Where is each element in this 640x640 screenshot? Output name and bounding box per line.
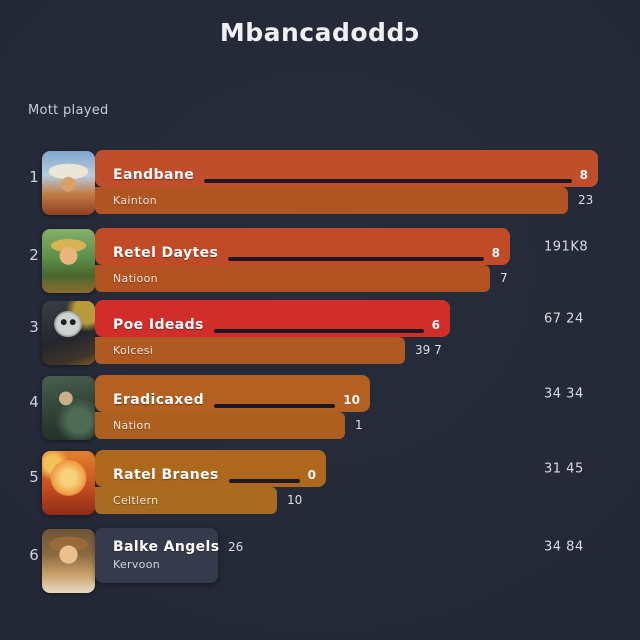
game-subtitle: Nation bbox=[113, 419, 151, 432]
row-stat-value: 191K8 bbox=[544, 239, 589, 255]
game-row[interactable]: 5 Ratel Branes Celtlern 0 Celtlern 10 31… bbox=[0, 450, 640, 518]
cowboy-adventurer-art-icon bbox=[42, 151, 95, 215]
playtime-bar-primary: Poe Ideads Kolcesi 6 bbox=[95, 300, 450, 337]
title-underline bbox=[204, 179, 572, 183]
game-title: Retel Daytes bbox=[113, 245, 219, 261]
playtime-bar-primary: Ratel Branes Celtlern 0 bbox=[95, 450, 326, 487]
game-title: Eandbane bbox=[113, 167, 195, 183]
game-subtitle: Kervoon bbox=[113, 557, 160, 571]
bar-secondary-value: 26 bbox=[228, 540, 244, 554]
game-title: Ratel Branes bbox=[113, 467, 219, 483]
game-row[interactable]: 4 Eradicaxed Nation 10 Nation 1 34 34 bbox=[0, 375, 640, 443]
rank-number: 6 bbox=[29, 546, 39, 564]
game-row[interactable]: 6 Balke Angels Kervoon 26 34 84 bbox=[0, 528, 640, 596]
rank-number: 3 bbox=[29, 318, 39, 336]
game-title: Poe Ideads bbox=[113, 317, 204, 333]
title-underline bbox=[213, 329, 424, 333]
bar-primary-value: 8 bbox=[579, 168, 588, 182]
page-title: Mbancadoddɔ bbox=[219, 18, 421, 47]
bar-primary-value: 0 bbox=[307, 468, 316, 482]
bar-secondary-value: 39 7 bbox=[415, 343, 442, 357]
playtime-bars: Eandbane Kainton 8 Kainton 23 bbox=[95, 150, 598, 218]
row-stat-value: 34 34 bbox=[544, 386, 584, 402]
skull-warrior-art-icon bbox=[42, 301, 95, 365]
playtime-bar-secondary: Natioon bbox=[95, 265, 490, 292]
game-title: Balke Angels bbox=[113, 538, 220, 555]
bar-secondary-value: 23 bbox=[578, 193, 594, 207]
row-stat-value: 31 45 bbox=[544, 461, 584, 477]
green-adventurer-art-icon bbox=[42, 376, 95, 440]
playtime-bar-primary: Retel Daytes Natioon 8 bbox=[95, 228, 510, 265]
bar-secondary-value: 10 bbox=[287, 493, 303, 507]
fiery-character-art-icon bbox=[42, 451, 95, 515]
game-subtitle: Kolcesi bbox=[113, 344, 154, 357]
playtime-bars: Poe Ideads Kolcesi 6 Kolcesi 39 7 bbox=[95, 300, 450, 368]
playtime-bar-secondary: Kolcesi bbox=[95, 337, 405, 364]
row-stat-value: 34 84 bbox=[544, 539, 584, 555]
row-stat-value: 67 24 bbox=[544, 311, 584, 327]
bar-secondary-value: 1 bbox=[355, 418, 363, 432]
playtime-bar-primary: Balke Angels Kervoon bbox=[95, 528, 220, 583]
title-underline bbox=[228, 257, 484, 261]
playtime-bar-secondary: Kainton bbox=[95, 187, 568, 214]
playtime-bars: Eradicaxed Nation 10 Nation 1 bbox=[95, 375, 370, 443]
playtime-bar-secondary: Celtlern bbox=[95, 487, 277, 514]
game-subtitle: Kainton bbox=[113, 194, 157, 207]
section-label: Mott played bbox=[28, 103, 109, 118]
playtime-bars: Retel Daytes Natioon 8 Natioon 7 bbox=[95, 228, 510, 296]
bar-primary-value: 8 bbox=[491, 246, 500, 260]
rank-number: 4 bbox=[29, 393, 39, 411]
rank-number: 1 bbox=[29, 168, 39, 186]
title-underline bbox=[228, 479, 300, 483]
title-underline bbox=[214, 404, 336, 408]
jungle-blond-character-art-icon bbox=[42, 229, 95, 293]
playtime-bar-primary: Eradicaxed Nation 10 bbox=[95, 375, 370, 412]
playtime-bars: Ratel Branes Celtlern 0 Celtlern 10 bbox=[95, 450, 326, 518]
bar-secondary-value: 7 bbox=[500, 271, 508, 285]
game-title: Eradicaxed bbox=[113, 392, 205, 408]
game-row[interactable]: 3 Poe Ideads Kolcesi 6 Kolcesi 39 7 67 2… bbox=[0, 300, 640, 368]
warm-portrait-character-art-icon bbox=[42, 529, 95, 593]
rank-number: 2 bbox=[29, 246, 39, 264]
game-row[interactable]: 2 Retel Daytes Natioon 8 Natioon 7 191K8 bbox=[0, 228, 640, 296]
bar-primary-value: 10 bbox=[343, 393, 360, 407]
rank-number: 5 bbox=[29, 468, 39, 486]
playtime-bar-primary: Eandbane Kainton 8 bbox=[95, 150, 598, 187]
game-subtitle: Celtlern bbox=[113, 494, 159, 507]
playtime-bar-secondary: Nation bbox=[95, 412, 345, 439]
game-subtitle: Natioon bbox=[113, 272, 158, 285]
game-row[interactable]: 1 Eandbane Kainton 8 Kainton 23 bbox=[0, 150, 640, 218]
playtime-bars: Balke Angels Kervoon 26 bbox=[95, 528, 243, 596]
bar-primary-value: 6 bbox=[431, 318, 440, 332]
